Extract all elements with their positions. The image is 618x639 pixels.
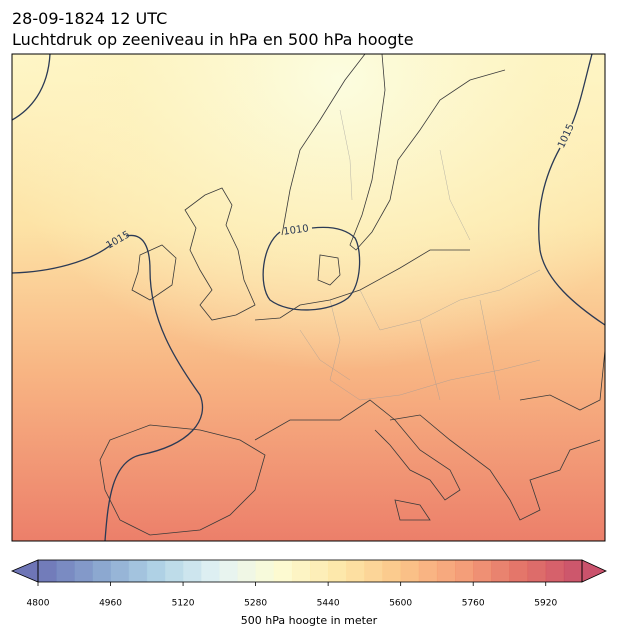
colorbar-bin xyxy=(455,560,474,582)
borders xyxy=(299,109,541,401)
colorbar-bin xyxy=(92,560,112,582)
colorbar-bin xyxy=(110,560,130,582)
title: Luchtdruk op zeeniveau in hPa en 500 hPa… xyxy=(12,30,414,49)
colorbar-bin xyxy=(400,560,420,582)
colorbar-bin xyxy=(545,560,565,582)
colorbar-bin xyxy=(201,560,220,582)
colorbar-tick-label: 5120 xyxy=(172,599,195,609)
map: 1015 1010 1015 xyxy=(12,54,605,541)
colorbar-tick-label: 5760 xyxy=(462,599,485,609)
colorbar-tick-label: 4960 xyxy=(99,599,122,609)
colorbar-bin xyxy=(255,560,275,582)
map-highlight xyxy=(12,54,605,541)
colorbar-bin xyxy=(219,560,238,582)
colorbar-bin xyxy=(291,560,311,582)
colorbar-bin xyxy=(74,560,93,582)
colorbar-bin xyxy=(527,560,547,582)
map-frame xyxy=(11,53,606,542)
colorbar-tick-label: 5440 xyxy=(317,599,340,609)
colorbar-bin xyxy=(310,560,329,582)
colorbar-bin xyxy=(273,560,293,582)
colorbar-label: 500 hPa hoogte in meter xyxy=(241,614,378,627)
colorbar-tick-label: 4800 xyxy=(27,599,50,609)
coastlines xyxy=(99,54,605,536)
colorbar-bin xyxy=(364,560,384,582)
colorbar-bin xyxy=(183,560,202,582)
colorbar-bin xyxy=(346,560,365,582)
colorbar-bin xyxy=(382,560,402,582)
colorbar-extend-high xyxy=(581,559,607,583)
colorbar-bin xyxy=(509,560,529,582)
colorbar-bin xyxy=(563,560,583,582)
colorbar-bin xyxy=(38,560,57,582)
colorbar-frame xyxy=(37,559,583,583)
colorbar-bin xyxy=(491,560,510,582)
colorbar-bin xyxy=(328,560,347,582)
colorbar-tick-label: 5280 xyxy=(244,599,267,609)
colorbar: 4800 4960 5120 5280 5440 5600 5760 5920 xyxy=(10,559,607,609)
colorbar-bin xyxy=(128,560,148,582)
date: 28-09-1824 12 UTC xyxy=(12,9,167,28)
colorbar-extend-low xyxy=(10,559,39,583)
colorbar-bin xyxy=(473,560,492,582)
colorbar-bin xyxy=(418,560,438,582)
colorbar-tick-label: 5920 xyxy=(534,599,557,609)
colorbar-bin xyxy=(164,560,184,582)
colorbar-bin xyxy=(56,560,75,582)
colorbar-bin xyxy=(436,560,456,582)
colorbar-tick-label: 5600 xyxy=(389,599,412,609)
colorbar-bin xyxy=(146,560,166,582)
colorbar-bin xyxy=(237,560,257,582)
isobar-label: 1010 xyxy=(283,223,310,237)
